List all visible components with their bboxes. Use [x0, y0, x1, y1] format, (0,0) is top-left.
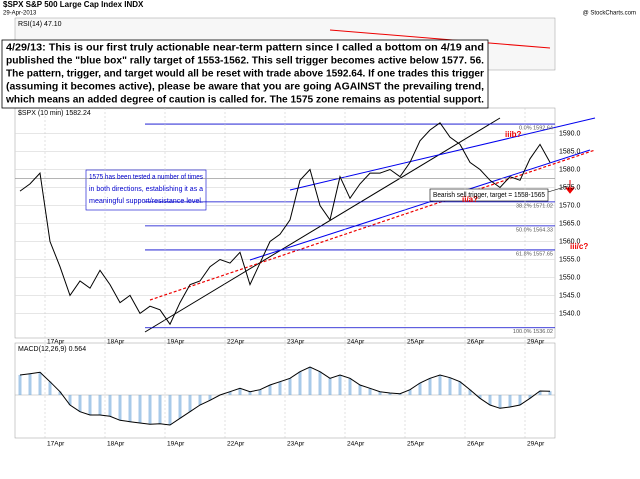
x-tick-label-mid: 26Apr: [467, 339, 485, 346]
note-line: The pattern, trigger, and target would a…: [6, 69, 484, 80]
x-tick-label: 19Apr: [167, 441, 185, 448]
support-note: meaningful support/resistance level.: [89, 198, 203, 205]
trendline: [144, 117, 501, 333]
x-tick-label-mid: 23Apr: [287, 339, 305, 346]
x-tick-label: 22Apr: [227, 441, 245, 448]
x-tick-label-mid: 19Apr: [167, 339, 185, 346]
y-tick-label: 1545.0: [559, 292, 581, 299]
y-tick-label: 1570.0: [559, 202, 581, 209]
y-tick-label: 1565.0: [559, 220, 581, 227]
rsi-label: RSI(14) 47.10: [18, 21, 62, 28]
y-tick-label: 1550.0: [559, 274, 581, 281]
wave-label: ii/a?: [462, 195, 478, 204]
date: 29-Apr-2013: [3, 11, 37, 17]
x-tick-label-mid: 22Apr: [227, 339, 245, 346]
fib-label: 61.8% 1557.65: [516, 251, 553, 257]
trigger-note: Bearish sell trigger, target = 1558-1565: [433, 190, 545, 199]
x-tick-label-mid: 29Apr: [527, 339, 545, 346]
fib-label: 38.2% 1571.02: [516, 203, 553, 209]
support-note: 1575 has been tested a number of times: [89, 174, 203, 181]
y-tick-label: 1555.0: [559, 256, 581, 263]
support-note: in both directions, establishing it as a: [89, 186, 203, 193]
trigger-box: [429, 188, 549, 202]
fib-label: 0.0% 1592.64: [519, 126, 553, 132]
wave-label: iii/c?: [570, 242, 588, 251]
x-tick-label: 26Apr: [467, 441, 485, 448]
watermark: @ StockCharts.com: [583, 11, 636, 17]
y-tick-label: 1585.0: [559, 148, 581, 155]
x-tick-label-mid: 25Apr: [407, 339, 425, 346]
trendline: [329, 29, 551, 49]
x-tick-label: 25Apr: [407, 441, 425, 448]
note-line: 4/29/13: This is our first truly actiona…: [6, 43, 484, 54]
x-tick-label: 24Apr: [347, 441, 365, 448]
y-tick-label: 1540.0: [559, 310, 581, 317]
note-line: (assuming it becomes active), please be …: [6, 82, 484, 93]
note-line: which means an added degree of caution i…: [5, 95, 484, 106]
wave-label: iiib?: [505, 130, 522, 139]
chart-title: $SPX S&P 500 Large Cap Index INDX: [3, 0, 144, 9]
x-tick-label: 17Apr: [47, 441, 65, 448]
x-tick-label-mid: 17Apr: [47, 339, 65, 346]
x-tick-label: 23Apr: [287, 441, 305, 448]
macd-label: MACD(12,26,9) 0.564: [18, 346, 86, 353]
note-line: published the "blue box" rally target of…: [6, 56, 484, 67]
macd-line: [19, 366, 551, 426]
trendlines: [144, 29, 596, 333]
x-tick-label-mid: 24Apr: [347, 339, 365, 346]
trendline: [149, 149, 596, 301]
y-tick-label: 1580.0: [559, 166, 581, 173]
x-tick-label-mid: 18Apr: [107, 339, 125, 346]
x-tick-label: 18Apr: [107, 441, 125, 448]
x-tick-label: 29Apr: [527, 441, 545, 448]
fib-label: 100.0% 1536.02: [513, 329, 553, 335]
y-tick-label: 1590.0: [559, 130, 581, 137]
y-tick-label: 1560.0: [559, 238, 581, 245]
pointer: [547, 185, 569, 193]
price-label: $SPX (10 min) 1582.24: [18, 110, 91, 117]
trendline: [249, 149, 591, 261]
macd-panel: [14, 342, 556, 439]
note-box: [1, 39, 489, 109]
price-panel: [14, 107, 556, 339]
y-tick-label: 1575.0: [559, 184, 581, 191]
price-line: [19, 122, 551, 326]
support-box: [85, 169, 207, 211]
arrow: [564, 180, 576, 194]
fib-label: 50.0% 1564.33: [516, 227, 553, 233]
